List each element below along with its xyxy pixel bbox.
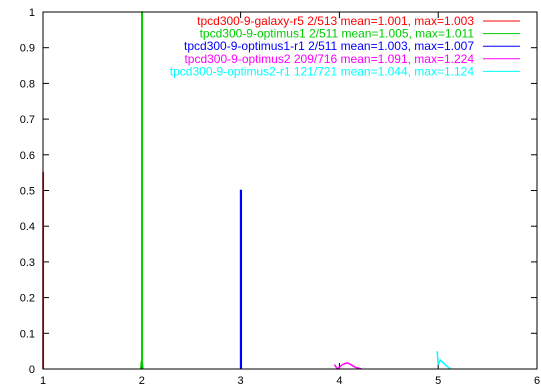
y-tick-label: 0.4 <box>20 221 35 233</box>
x-tick-label: 4 <box>336 375 342 387</box>
x-tick-label: 5 <box>435 375 441 387</box>
y-tick-label: 0.1 <box>20 328 35 340</box>
legend-label-1: tpcd300-9-optimus1 2/511 mean=1.005, max… <box>200 27 475 41</box>
y-tick-label: 0.9 <box>20 43 35 55</box>
legend-label-3: tpcd300-9-optimus2 209/716 mean=1.091, m… <box>184 52 474 66</box>
y-tick-label: 1 <box>29 7 35 19</box>
series-line-4 <box>436 351 451 370</box>
x-tick-label: 1 <box>40 375 46 387</box>
tick-layer: 0 0.1 0.2 0.3 0.4 0.5 0.6 0.7 0.8 0.9 1 1 2 3 4 5 6 <box>20 7 540 387</box>
y-tick-label: 0.8 <box>20 78 35 90</box>
legend-label-0: tpcd300-9-galaxy-r5 2/513 mean=1.001, ma… <box>197 14 474 28</box>
legend: tpcd300-9-galaxy-r5 2/513 mean=1.001, ma… <box>170 14 520 78</box>
legend-label-2: tpcd300-9-optimus1-r1 2/511 mean=1.003, … <box>184 39 474 53</box>
y-tick-label: 0.7 <box>20 114 35 126</box>
series-line-1 <box>140 11 144 370</box>
x-tick-label: 6 <box>534 375 540 387</box>
y-tick-label: 0.2 <box>20 293 35 305</box>
y-tick-label: 0 <box>29 364 35 376</box>
series-line-2 <box>239 189 243 369</box>
y-tick-label: 0.5 <box>20 186 35 198</box>
y-tick-label: 0.6 <box>20 150 35 162</box>
x-tick-label: 2 <box>139 375 145 387</box>
plot-frame <box>42 11 538 370</box>
legend-label-4: tpcd300-9-optimus2-r1 121/721 mean=1.044… <box>170 64 475 78</box>
series-line-3 <box>333 362 362 371</box>
x-tick-label: 3 <box>238 375 244 387</box>
y-tick-label: 0.3 <box>20 257 35 269</box>
